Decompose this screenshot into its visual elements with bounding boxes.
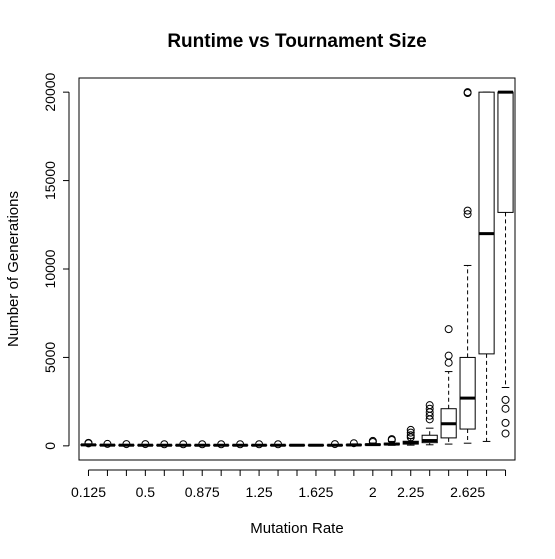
- box-7: [195, 441, 210, 448]
- plot-frame: [79, 78, 515, 460]
- box-22: [479, 92, 494, 441]
- box-20: [441, 326, 456, 444]
- box-11: [270, 441, 285, 448]
- box-14: [327, 441, 342, 448]
- outlier-point: [445, 359, 452, 366]
- box-23: [498, 92, 513, 437]
- x-tick-label: 0.5: [136, 484, 156, 500]
- box-1: [81, 439, 96, 447]
- chart-title: Runtime vs Tournament Size: [167, 31, 426, 52]
- box-5: [157, 441, 172, 448]
- box-16: [365, 437, 380, 445]
- box-6: [176, 441, 191, 448]
- box-2: [100, 440, 115, 447]
- x-axis: 0.125 0.5 0.875 1.25 1.625 2 2.25 2.625: [71, 470, 506, 500]
- y-tick-label: 20000: [42, 72, 58, 111]
- x-tick-label: 0.875: [185, 484, 220, 500]
- box-19: [422, 402, 437, 445]
- y-tick-label: 10000: [42, 249, 58, 288]
- outlier-point: [445, 326, 452, 333]
- y-tick-label: 15000: [42, 161, 58, 200]
- outlier-point: [502, 396, 509, 403]
- x-tick-label: 2.25: [397, 484, 424, 500]
- box-17: [384, 436, 399, 446]
- box-13: [308, 445, 323, 446]
- outlier-point: [445, 352, 452, 359]
- y-tick-label: 0: [42, 442, 58, 450]
- x-tick-label: 0.125: [71, 484, 106, 500]
- x-tick-label: 2: [369, 484, 377, 500]
- box-15: [346, 440, 361, 447]
- box-12: [289, 445, 304, 446]
- y-tick-label: 5000: [42, 342, 58, 373]
- box-4: [138, 441, 153, 448]
- box-iqr: [460, 357, 475, 429]
- box-9: [233, 441, 248, 448]
- box-10: [252, 441, 267, 448]
- boxes-group: [81, 89, 513, 448]
- x-tick-label: 1.625: [298, 484, 333, 500]
- outlier-point: [502, 419, 509, 426]
- box-8: [214, 441, 229, 448]
- y-axis-label: Number of Generations: [5, 191, 22, 347]
- outlier-point: [502, 430, 509, 437]
- box-iqr: [498, 92, 513, 212]
- x-tick-label: 2.625: [450, 484, 485, 500]
- outlier-point: [502, 405, 509, 412]
- box-18: [403, 426, 418, 445]
- box-21: [460, 89, 475, 444]
- x-tick-label: 1.25: [245, 484, 272, 500]
- box-3: [119, 441, 134, 448]
- box-iqr: [479, 92, 494, 354]
- y-axis: 0 5000 10000 15000 20000: [42, 72, 69, 449]
- x-axis-label: Mutation Rate: [250, 520, 343, 537]
